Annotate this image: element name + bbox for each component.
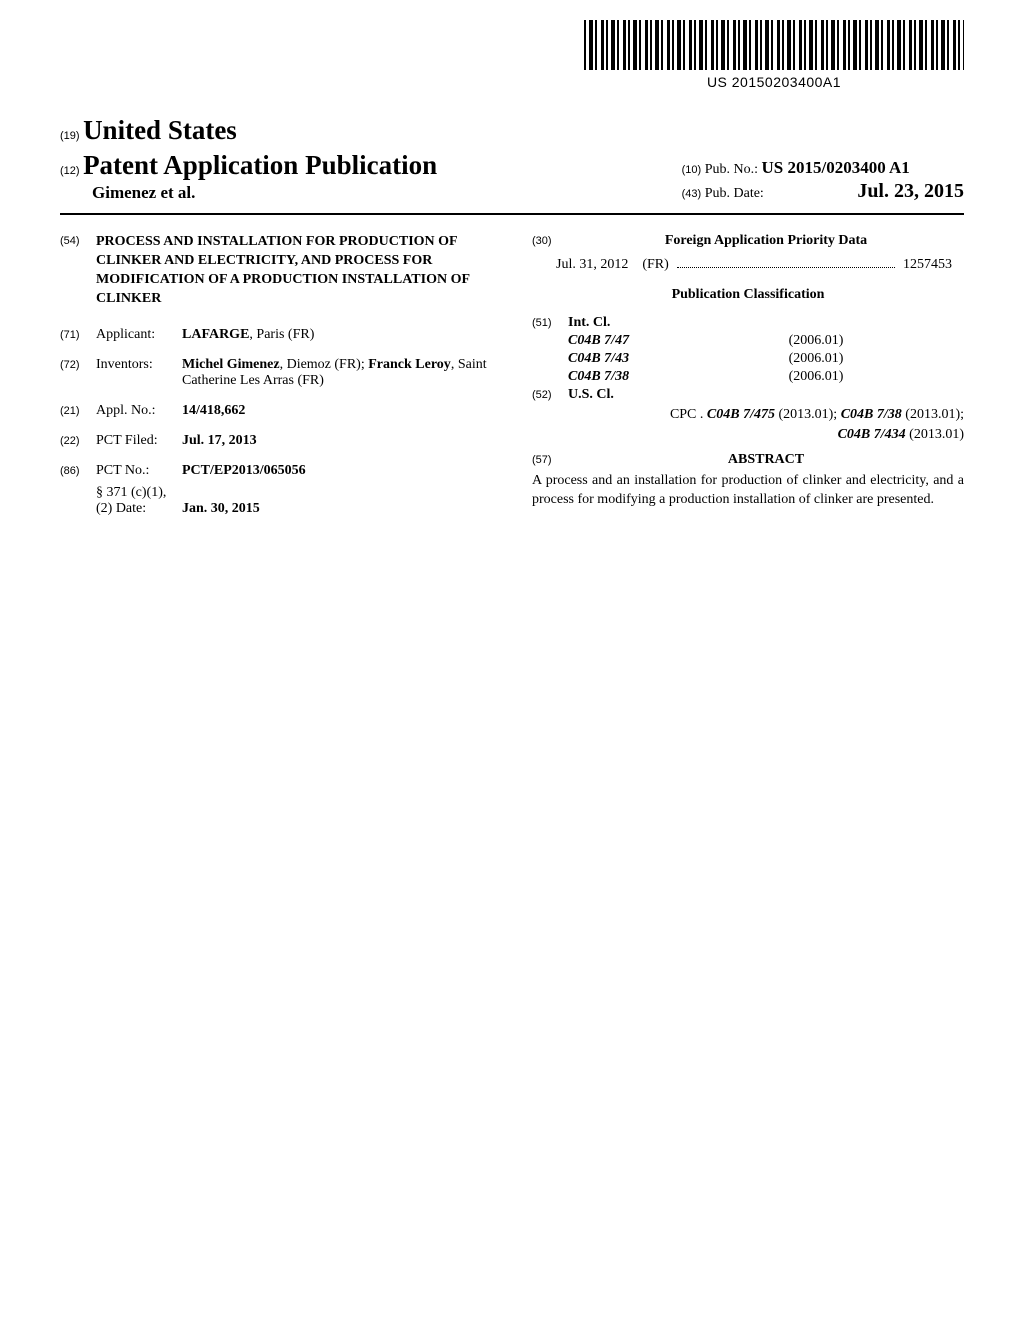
field-72-num: (72)	[60, 357, 96, 389]
field-71-loc: , Paris (FR)	[249, 327, 314, 342]
field-52-num: (52)	[532, 387, 568, 403]
field-72-p1: Michel Gimenez	[182, 357, 280, 372]
field-57: (57) ABSTRACT	[532, 452, 964, 468]
field-51-label: Int. Cl.	[568, 315, 610, 331]
field-86-sub2-value: Jan. 30, 2015	[182, 501, 260, 517]
field-51-num: (51)	[532, 315, 568, 331]
country-name: United States	[83, 115, 237, 145]
cpc-3-year: (2013.01)	[909, 427, 964, 442]
priority-appno: 1257453	[903, 257, 952, 273]
field-72-p1r: , Diemoz (FR);	[280, 357, 369, 372]
field-54-title: PROCESS AND INSTALLATION FOR PRODUCTION …	[96, 233, 492, 309]
field-71-label: Applicant:	[96, 327, 182, 343]
intcl-row-0: C04B 7/47 (2006.01)	[532, 333, 964, 349]
left-column: (54) PROCESS AND INSTALLATION FOR PRODUC…	[60, 233, 492, 517]
field-72-value: Michel Gimenez, Diemoz (FR); Franck Lero…	[182, 357, 492, 389]
pub-date-line: (43) Pub. Date: Jul. 23, 2015	[682, 180, 964, 203]
field-71: (71) Applicant: LAFARGE, Paris (FR)	[60, 327, 492, 343]
cpc-1-year: (2013.01);	[778, 407, 837, 422]
cpc-3: C04B 7/434	[838, 427, 906, 442]
header-block: (19) United States (12) Patent Applicati…	[60, 115, 964, 203]
pub-date-prefix: (43)	[682, 188, 702, 200]
field-86-sub2: (2) Date: Jan. 30, 2015	[96, 501, 492, 517]
intcl-code-1: C04B 7/43	[568, 351, 668, 367]
pub-title: Patent Application Publication	[83, 150, 437, 180]
cpc-text: CPC . C04B 7/475 (2013.01); C04B 7/38 (2…	[532, 405, 964, 444]
pub-date-value: Jul. 23, 2015	[857, 180, 964, 202]
abstract-text: A process and an installation for produc…	[532, 472, 964, 510]
field-57-num: (57)	[532, 452, 568, 468]
field-30-num: (30)	[532, 233, 568, 249]
intcl-row-2: C04B 7/38 (2006.01)	[532, 369, 964, 385]
field-52-label: U.S. Cl.	[568, 387, 614, 403]
field-22: (22) PCT Filed: Jul. 17, 2013	[60, 433, 492, 449]
field-22-value: Jul. 17, 2013	[182, 433, 492, 449]
pub-prefix: (12)	[60, 165, 80, 177]
header-divider	[60, 213, 964, 215]
authors-line: Gimenez et al.	[92, 183, 437, 203]
barcode-text: US 20150203400A1	[584, 74, 964, 90]
pub-date-label: Pub. Date:	[705, 186, 764, 201]
cpc-1: C04B 7/475	[707, 407, 775, 422]
field-30: (30) Foreign Application Priority Data	[532, 233, 964, 249]
field-21-label: Appl. No.:	[96, 403, 182, 419]
pub-no-line: (10) Pub. No.: US 2015/0203400 A1	[682, 158, 964, 178]
header-left: (12) Patent Application Publication Gime…	[60, 146, 437, 203]
header-right: (10) Pub. No.: US 2015/0203400 A1 (43) P…	[682, 158, 964, 203]
field-22-label: PCT Filed:	[96, 433, 182, 449]
field-86-value: PCT/EP2013/065056	[182, 463, 492, 479]
intcl-row-1: C04B 7/43 (2006.01)	[532, 351, 964, 367]
field-54-num: (54)	[60, 233, 96, 309]
field-51: (51) Int. Cl.	[532, 315, 964, 331]
field-86-sub1-label: § 371 (c)(1),	[96, 485, 182, 501]
field-86-num: (86)	[60, 463, 96, 479]
country-prefix: (19)	[60, 130, 80, 142]
intcl-year-1: (2006.01)	[668, 351, 964, 367]
field-72: (72) Inventors: Michel Gimenez, Diemoz (…	[60, 357, 492, 389]
field-52: (52) U.S. Cl.	[532, 387, 964, 403]
priority-country: (FR)	[642, 257, 668, 273]
field-86: (86) PCT No.: PCT/EP2013/065056	[60, 463, 492, 479]
field-71-value: LAFARGE, Paris (FR)	[182, 327, 492, 343]
field-71-num: (71)	[60, 327, 96, 343]
cpc-2-year: (2013.01);	[905, 407, 964, 422]
pub-class-header: Publication Classification	[532, 287, 964, 303]
pub-no-label: Pub. No.:	[705, 162, 758, 177]
field-86-label: PCT No.:	[96, 463, 182, 479]
priority-date: Jul. 31, 2012	[556, 257, 628, 273]
field-21-num: (21)	[60, 403, 96, 419]
intcl-code-2: C04B 7/38	[568, 369, 668, 385]
priority-row: Jul. 31, 2012 (FR) 1257453	[532, 257, 964, 273]
barcode-region: US 20150203400A1	[584, 20, 964, 90]
cpc-prefix: CPC .	[670, 407, 703, 422]
priority-dots	[677, 257, 895, 268]
field-72-label: Inventors:	[96, 357, 182, 389]
field-30-header: Foreign Application Priority Data	[568, 233, 964, 249]
field-57-label: ABSTRACT	[568, 452, 964, 468]
field-54: (54) PROCESS AND INSTALLATION FOR PRODUC…	[60, 233, 492, 309]
intcl-code-0: C04B 7/47	[568, 333, 668, 349]
barcode-graphic	[584, 20, 964, 70]
cpc-2: C04B 7/38	[841, 407, 902, 422]
country-line: (19) United States	[60, 115, 964, 146]
field-86-sub2-label: (2) Date:	[96, 501, 182, 517]
field-21: (21) Appl. No.: 14/418,662	[60, 403, 492, 419]
field-22-num: (22)	[60, 433, 96, 449]
intcl-year-2: (2006.01)	[668, 369, 964, 385]
pub-no-prefix: (10)	[682, 164, 702, 176]
field-21-value: 14/418,662	[182, 403, 492, 419]
field-71-applicant: LAFARGE	[182, 327, 249, 342]
field-86-sub1: § 371 (c)(1),	[96, 485, 492, 501]
columns: (54) PROCESS AND INSTALLATION FOR PRODUC…	[60, 233, 964, 517]
publication-line: (12) Patent Application Publication	[60, 150, 437, 181]
intcl-year-0: (2006.01)	[668, 333, 964, 349]
right-column: (30) Foreign Application Priority Data J…	[532, 233, 964, 517]
pub-no-value: US 2015/0203400 A1	[762, 158, 910, 177]
field-72-p2: Franck Leroy	[368, 357, 451, 372]
